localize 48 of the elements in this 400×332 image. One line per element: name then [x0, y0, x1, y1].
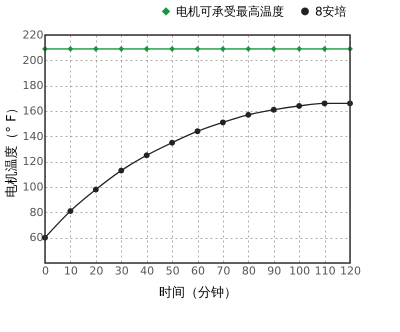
point: [92, 46, 99, 52]
x-tick-label: 30: [114, 264, 129, 278]
y-tick-label: 200: [22, 54, 44, 67]
y-tick-label: 140: [22, 130, 44, 143]
x-tick-label: 50: [166, 264, 180, 278]
x-tick-label: 110: [314, 264, 336, 278]
point: [92, 186, 99, 192]
x-tick-label: 90: [267, 264, 282, 278]
point: [245, 112, 252, 118]
point: [67, 46, 74, 52]
point: [322, 100, 328, 106]
y-tick-label: 80: [30, 206, 44, 219]
point: [220, 46, 226, 52]
point: [220, 119, 226, 126]
point: [270, 106, 277, 113]
y-tick-label: 220: [22, 28, 44, 42]
point: [245, 46, 252, 52]
point: [144, 152, 150, 158]
x-tick-label: 70: [216, 264, 230, 278]
x-axis-title: 时间（分钟）: [159, 286, 237, 300]
x-tick-label: 40: [140, 264, 154, 278]
point: [67, 208, 74, 214]
point: [322, 46, 328, 52]
x-tick-label: 20: [89, 264, 104, 278]
y-tick-label: 160: [22, 104, 44, 118]
legend-label: 8安培: [315, 4, 347, 18]
legend-label: 电机可承受最高温度: [176, 4, 284, 18]
point: [194, 46, 200, 52]
x-tick-label: 10: [64, 264, 78, 278]
point: [118, 168, 124, 174]
point: [144, 46, 150, 52]
x-tick-label: 80: [242, 264, 256, 278]
point: [169, 46, 176, 52]
y-tick-label: 60: [30, 231, 44, 244]
point: [194, 128, 200, 134]
y-axis-title: 电机温度（° F）: [4, 101, 20, 198]
y-tick-label: 100: [22, 180, 44, 194]
point: [118, 46, 124, 52]
point: [169, 140, 176, 146]
x-tick-label: 120: [340, 264, 361, 278]
y-tick-label: 120: [22, 155, 44, 168]
x-tick-label: 100: [289, 264, 310, 278]
point: [296, 102, 302, 109]
x-tick-label: 0: [42, 264, 49, 278]
point: [296, 46, 302, 52]
x-tick-label: 60: [191, 264, 205, 278]
y-tick-label: 180: [22, 79, 44, 92]
point: [270, 46, 277, 52]
